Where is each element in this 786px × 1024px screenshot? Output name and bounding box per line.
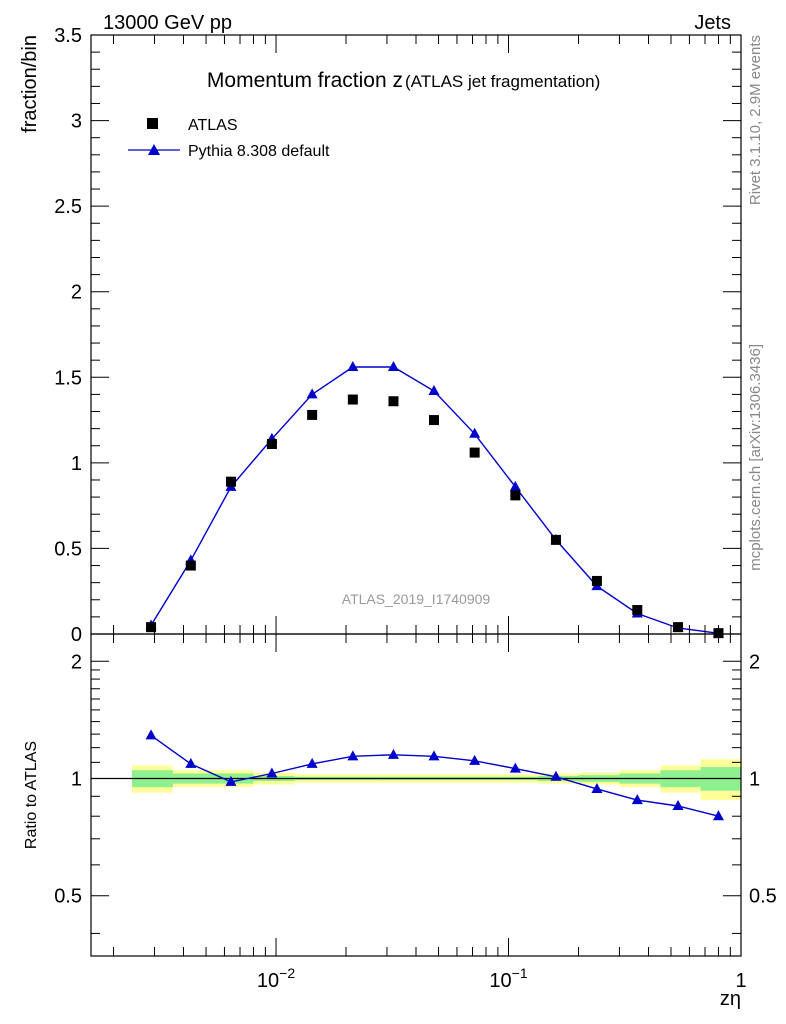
ratio-y-tick-label-left: 0.5	[54, 886, 82, 908]
ratio-y-tick-label-left: 2	[71, 651, 82, 673]
side-text-rivet: Rivet 3.1.10, 2.9M events	[747, 35, 764, 205]
atlas-point	[673, 622, 684, 633]
ratio-point	[428, 750, 440, 761]
y-tick-label: 3.5	[54, 25, 82, 47]
y-tick-label: 0	[71, 624, 82, 646]
ratio-panel: 0.5 0.5 1 1 2 2 Ratio to ATLAS	[23, 633, 777, 957]
atlas-point	[428, 415, 439, 426]
legend-label-pythia: Pythia 8.308 default	[188, 143, 330, 160]
atlas-point	[469, 447, 480, 458]
atlas-point	[510, 490, 521, 501]
atlas-point	[591, 575, 602, 586]
pythia-point	[509, 480, 521, 491]
ratio-point	[225, 775, 237, 786]
ratio-point	[591, 782, 603, 793]
ratio-point	[145, 729, 157, 740]
ratio-point	[347, 750, 359, 761]
x-axis-label: zη	[720, 988, 741, 1010]
ratio-point	[712, 810, 724, 821]
atlas-point	[185, 560, 196, 571]
x-tick-labels: 10−2 10−1 1	[257, 965, 747, 992]
pythia-point	[387, 361, 399, 372]
atlas-point	[347, 394, 358, 405]
ratio-point	[469, 754, 481, 765]
side-text-mcplots: mcplots.cern.ch [arXiv:1306.3436]	[747, 344, 764, 571]
atlas-point	[307, 409, 318, 420]
ratio-frame	[90, 633, 742, 957]
x-tick-label: 10−1	[489, 965, 527, 992]
atlas-point	[632, 605, 643, 616]
y-tick-label: 1.5	[54, 367, 82, 389]
legend-marker-atlas	[147, 118, 158, 129]
atlas-point	[388, 396, 399, 407]
ratio-point	[631, 794, 643, 805]
y-tick-label: 1	[71, 453, 82, 475]
ratio-point	[387, 748, 399, 759]
main-title: Momentum fraction z	[207, 69, 403, 92]
ratio-point	[672, 799, 684, 810]
y-tick-label: 2	[71, 282, 82, 304]
ratio-y-tick-label-right: 0.5	[749, 886, 777, 908]
pythia-point	[347, 361, 359, 372]
atlas-point	[550, 534, 561, 545]
ratio-y-tick-label-left: 1	[71, 768, 82, 790]
ratio-point	[306, 757, 318, 768]
ratio-y-tick-label-right: 1	[749, 768, 760, 790]
ratio-y-tick-label-right: 2	[749, 651, 760, 673]
header-left: 13000 GeV pp	[103, 12, 232, 34]
x-tick-label: 1	[735, 970, 746, 992]
ratio-point	[266, 767, 278, 778]
main-panel: 0 0.5 1 1.5 2 2.5 3 3.5 fraction/bin Momentum f…	[19, 25, 742, 646]
watermark: ATLAS_2019_I1740909	[342, 591, 491, 607]
atlas-point	[266, 439, 277, 450]
y-tick-label: 0.5	[54, 538, 82, 560]
atlas-point	[225, 476, 236, 487]
x-tick-label: 10−2	[257, 965, 295, 992]
pythia-point	[428, 384, 440, 395]
legend: ATLAS Pythia 8.308 default	[128, 117, 330, 160]
ratio-point	[509, 762, 521, 773]
y-tick-label: 2.5	[54, 196, 82, 218]
ratio-point	[185, 757, 197, 768]
ratio-point	[550, 770, 562, 781]
y-tick-label: 3	[71, 111, 82, 133]
atlas-point	[146, 622, 157, 633]
pythia-point	[306, 388, 318, 399]
pythia-point	[469, 427, 481, 438]
legend-label-atlas: ATLAS	[188, 117, 238, 134]
ratio-ylabel: Ratio to ATLAS	[23, 741, 40, 849]
main-subtitle: (ATLAS jet fragmentation)	[405, 72, 600, 91]
main-ylabel: fraction/bin	[19, 35, 41, 133]
header-right: Jets	[694, 12, 731, 34]
legend-marker-pythia	[148, 144, 160, 155]
